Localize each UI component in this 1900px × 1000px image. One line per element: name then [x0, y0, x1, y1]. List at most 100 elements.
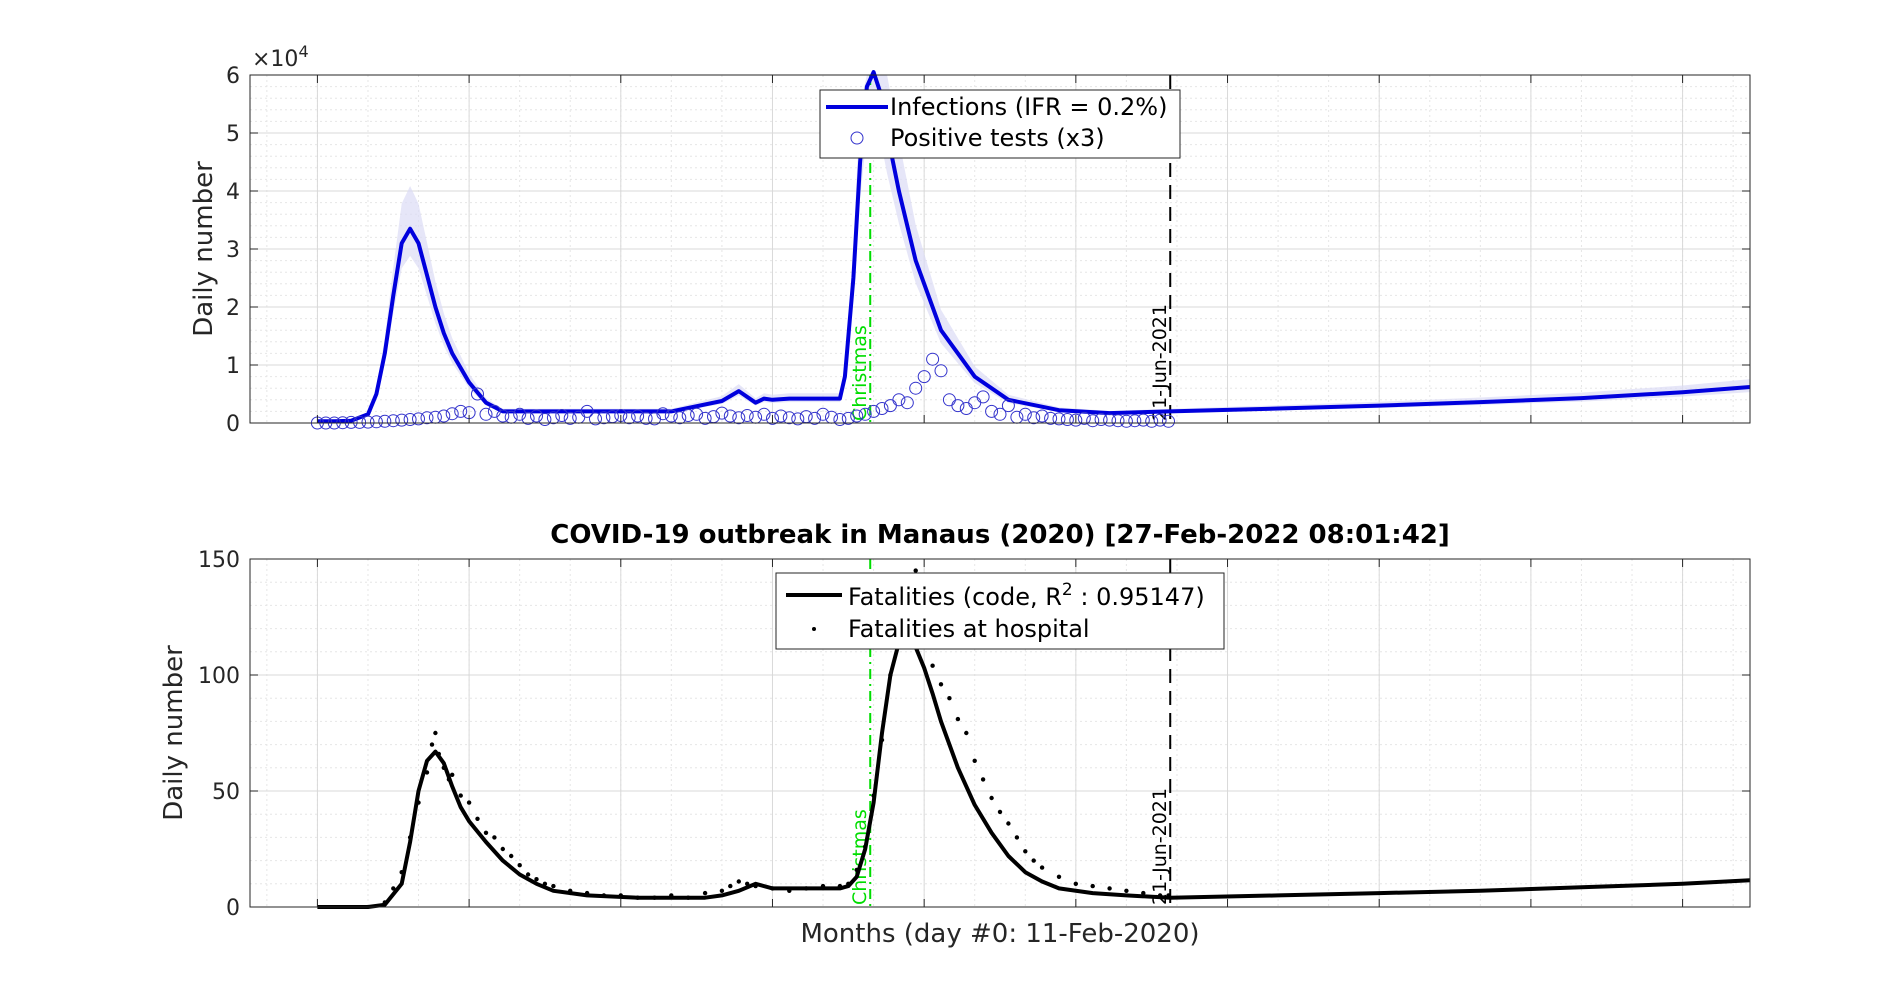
- hospital-fatality-point: [669, 893, 674, 898]
- hospital-fatality-point: [1166, 893, 1171, 898]
- hospital-fatality-point: [871, 793, 876, 798]
- positive-test-marker: [740, 409, 754, 422]
- hospital-fatality-point: [964, 730, 969, 736]
- positive-test-marker: [1111, 414, 1125, 428]
- positive-test-marker: [1162, 414, 1175, 428]
- positive-test-marker: [850, 409, 864, 423]
- hospital-fatality-point: [399, 870, 404, 875]
- y-tick-label: 0: [226, 412, 240, 437]
- y-tick-label: 4: [226, 180, 240, 205]
- hospital-fatality-point: [450, 772, 455, 777]
- positive-test-marker: [985, 404, 999, 418]
- y-tick-label: 100: [198, 664, 240, 689]
- hospital-fatality-point: [1039, 865, 1045, 870]
- hospital-fatality-point: [509, 853, 514, 859]
- positive-test-marker: [471, 387, 484, 401]
- positive-test-marker: [437, 409, 451, 423]
- legend-fatalities-text-a: Fatalities (code, R: [848, 583, 1062, 611]
- hospital-fatality-point: [1124, 888, 1129, 893]
- legend-fatalities-label: Fatalities (code, R2 : 0.95147): [848, 580, 1205, 611]
- fatalities-y-ticks: 0 50 100 150: [198, 548, 1750, 921]
- infections-y-multiplier: ×104: [252, 42, 309, 72]
- positive-test-marker: [1094, 413, 1108, 426]
- positive-test-marker: [1077, 411, 1091, 425]
- y-tick-label: 50: [212, 780, 240, 805]
- positive-test-marker: [993, 407, 1007, 421]
- positive-test-marker: [791, 412, 805, 426]
- hospital-fatality-point: [1090, 883, 1095, 889]
- hospital-fatality-point: [534, 877, 539, 882]
- positive-test-marker: [580, 404, 594, 418]
- hospital-fatality-point: [416, 800, 421, 805]
- hospital-fatality-point: [458, 793, 463, 798]
- positive-test-marker: [690, 407, 704, 421]
- hospital-fatality-point: [854, 867, 859, 873]
- hospital-fatality-point: [955, 716, 961, 722]
- hospital-fatality-point: [736, 879, 741, 884]
- infections-legend-box: [819, 89, 1181, 159]
- hospital-fatality-point: [525, 872, 531, 877]
- positive-test-marker: [369, 415, 383, 429]
- positive-test-marker: [589, 412, 602, 426]
- positive-test-marker: [673, 411, 687, 425]
- y-tick-label: 150: [198, 548, 240, 573]
- hospital-fatality-point: [441, 765, 446, 770]
- hospital-fatality-point: [804, 886, 809, 891]
- hospital-fatality-point: [913, 568, 918, 573]
- positive-test-marker: [487, 404, 501, 418]
- hospital-fatality-point: [1107, 886, 1112, 891]
- positive-test-marker: [496, 409, 510, 423]
- positive-test-marker: [1119, 414, 1133, 428]
- positive-test-marker: [1035, 409, 1049, 423]
- positive-test-marker: [875, 402, 889, 415]
- positive-test-marker: [1052, 412, 1066, 426]
- positive-test-marker: [934, 364, 948, 378]
- positive-test-marker: [723, 409, 737, 423]
- positive-test-marker: [1027, 411, 1041, 425]
- hospital-fatality-point: [1014, 835, 1020, 840]
- positive-test-marker: [1069, 413, 1083, 427]
- positive-test-marker: [386, 414, 400, 428]
- x-axis-label: Months (day #0: 11-Feb-2020): [800, 919, 1199, 949]
- fatalities-series: [317, 568, 1751, 909]
- hospital-fatality-point: [446, 777, 452, 782]
- hospital-fatality-point: [728, 883, 733, 889]
- positive-test-marker: [420, 411, 434, 425]
- hospital-fatality-point: [1023, 849, 1028, 854]
- infections-y-label: Daily number: [189, 161, 219, 337]
- positive-test-marker: [1060, 413, 1074, 426]
- y-tick-label: 0: [226, 896, 240, 921]
- fatalities-axes-box: [249, 558, 1751, 908]
- hospital-fatality-point: [989, 795, 994, 801]
- positive-test-marker: [344, 415, 358, 429]
- vertical-marker-label: Christmas: [849, 325, 871, 421]
- positive-test-marker: [681, 409, 695, 422]
- hospital-fatality-point: [635, 895, 640, 900]
- positive-test-marker: [538, 413, 552, 426]
- positive-test-marker: [378, 414, 392, 428]
- infections-line: [317, 70, 1751, 424]
- positive-test-marker: [816, 407, 830, 421]
- positive-test-marker: [900, 396, 914, 410]
- positive-test-marker: [361, 415, 375, 429]
- y-tick-label: 5: [226, 122, 240, 147]
- positive-test-marker: [1086, 414, 1100, 428]
- hospital-fatality-point: [1031, 858, 1036, 863]
- hospital-fatality-point: [407, 835, 413, 840]
- hospital-fatality-point: [837, 883, 843, 889]
- positive-test-marker: [833, 413, 847, 426]
- hospital-fatality-point: [997, 809, 1003, 815]
- positive-test-marker: [1018, 407, 1032, 421]
- y-multiplier-exponent: 4: [298, 42, 308, 61]
- hospital-fatality-point: [429, 742, 435, 747]
- hospital-fatality-point: [424, 770, 430, 775]
- hospital-fatality-point: [947, 696, 952, 701]
- positive-test-marker: [951, 399, 965, 413]
- positive-test-marker: [782, 411, 796, 425]
- positive-test-marker: [1044, 411, 1058, 425]
- fatalities-legend-box: [775, 572, 1225, 650]
- positive-test-marker: [1136, 413, 1150, 427]
- hospital-fatality-point: [483, 830, 489, 835]
- hospital-fatality-point: [500, 846, 505, 852]
- positive-test-marker: [1001, 399, 1015, 413]
